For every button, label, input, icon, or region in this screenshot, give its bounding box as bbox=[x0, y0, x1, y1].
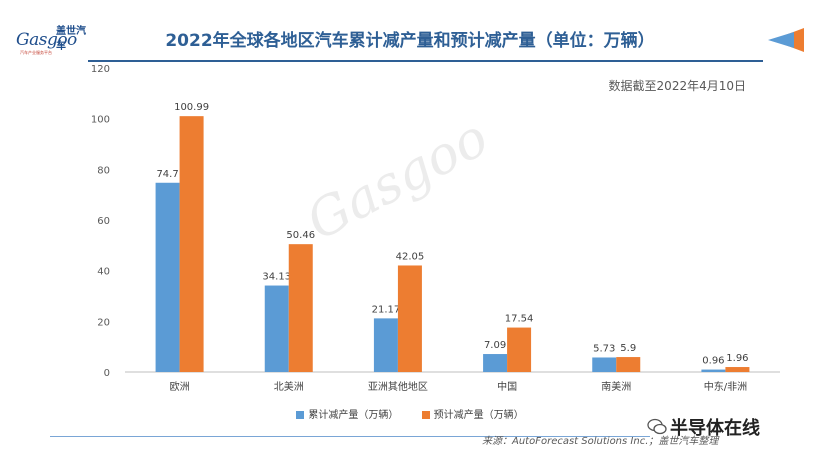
chart-title: 2022年全球各地区汽车累计减产量和预计减产量（单位：万辆） bbox=[165, 31, 655, 51]
bar-series2 bbox=[397, 265, 422, 372]
data-label-series1: 7.09 bbox=[484, 340, 506, 351]
wechat-icon bbox=[647, 418, 667, 435]
y-tick-label: 0 bbox=[104, 368, 110, 379]
x-tick-label: 北美洲 bbox=[274, 380, 304, 393]
brand-name: 半导体在线 bbox=[670, 418, 760, 439]
bar-series2 bbox=[179, 116, 204, 373]
x-tick-label: 欧洲 bbox=[170, 381, 190, 393]
data-label-series2: 50.46 bbox=[286, 230, 315, 241]
data-cutoff-note: 数据截至2022年4月10日 bbox=[608, 79, 746, 93]
y-tick-label: 40 bbox=[97, 267, 110, 278]
bar-series2 bbox=[725, 367, 750, 372]
legend-item-series1: 累计减产量（万辆） bbox=[296, 406, 398, 421]
source-note: 来源：AutoForecast Solutions Inc.；盖世汽车整理 bbox=[482, 436, 719, 447]
logo-sub-text: 汽车产业服务平台 bbox=[20, 50, 52, 55]
gasgoo-logo: 盖世汽车 Gasgoo 汽车产业服务平台 bbox=[10, 22, 88, 60]
x-tick-label: 南美洲 bbox=[601, 380, 631, 393]
bar-series1 bbox=[264, 285, 289, 372]
legend-swatch-series1 bbox=[296, 411, 305, 419]
bar-series1 bbox=[155, 182, 180, 372]
legend-swatch-series2 bbox=[421, 411, 430, 419]
data-label-series1: 34.13 bbox=[262, 272, 291, 283]
bar-series1 bbox=[483, 354, 508, 372]
x-tick-label: 亚洲其他地区 bbox=[368, 380, 428, 393]
y-tick-label: 120 bbox=[91, 64, 110, 75]
y-tick-label: 100 bbox=[91, 115, 110, 126]
logo-cn-text: 盖世汽车 bbox=[56, 26, 86, 52]
bar-series1 bbox=[373, 318, 398, 372]
y-tick-label: 60 bbox=[97, 216, 110, 227]
data-label-series2: 5.9 bbox=[620, 343, 636, 354]
bar-series2 bbox=[288, 244, 313, 372]
x-tick-label: 中国 bbox=[497, 380, 517, 393]
legend-label-series1: 累计减产量（万辆） bbox=[308, 410, 399, 421]
bar-series2 bbox=[616, 357, 641, 372]
logo-en-text: Gasgoo bbox=[16, 30, 77, 50]
data-label-series2: 100.99 bbox=[174, 102, 209, 113]
legend-label-series2: 预计减产量（万辆） bbox=[433, 410, 524, 421]
footer-divider bbox=[50, 436, 650, 437]
data-label-series1: 74.7 bbox=[156, 169, 178, 180]
legend-item-series2: 预计减产量（万辆） bbox=[421, 406, 524, 421]
bar-series1 bbox=[701, 369, 726, 372]
data-label-series1: 21.17 bbox=[372, 304, 401, 315]
y-tick-label: 20 bbox=[97, 317, 110, 328]
x-tick-label: 中东/非洲 bbox=[704, 380, 747, 393]
chart-legend: 累计减产量（万辆） 预计减产量（万辆） bbox=[0, 406, 820, 421]
data-label-series1: 5.73 bbox=[593, 343, 615, 354]
data-label-series2: 1.96 bbox=[726, 353, 748, 364]
y-tick-label: 80 bbox=[97, 165, 110, 176]
data-label-series1: 0.96 bbox=[702, 356, 724, 367]
bar-series1 bbox=[592, 357, 617, 372]
title-underline bbox=[88, 60, 763, 62]
data-label-series2: 17.54 bbox=[505, 314, 534, 325]
data-label-series2: 42.05 bbox=[396, 251, 425, 262]
header: 盖世汽车 Gasgoo 汽车产业服务平台 2022年全球各地区汽车累计减产量和预… bbox=[0, 0, 820, 62]
arrow-decoration-icon bbox=[768, 28, 804, 52]
bar-series2 bbox=[507, 327, 532, 372]
